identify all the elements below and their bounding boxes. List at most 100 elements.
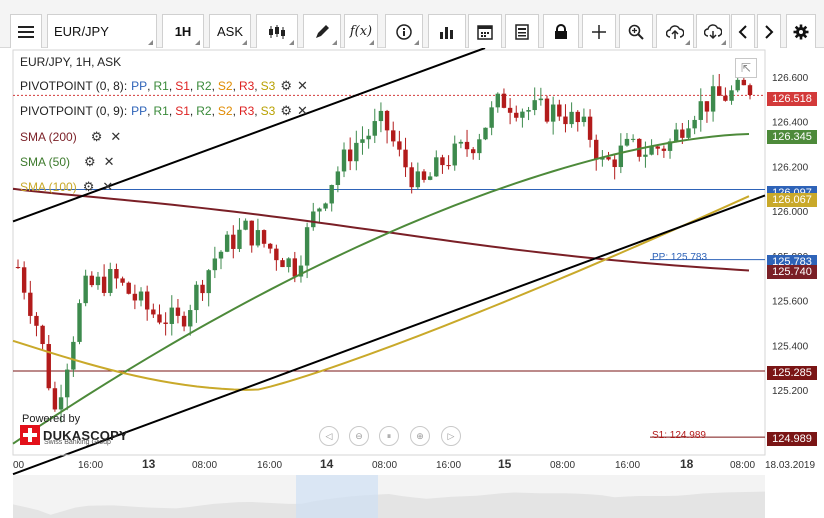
menu-button[interactable] — [10, 14, 42, 48]
scroll-right-button[interactable]: ▷ — [441, 426, 461, 446]
side-select[interactable]: ASK — [209, 14, 251, 48]
candle — [557, 104, 562, 117]
candle — [403, 149, 408, 168]
crosshair-button[interactable] — [582, 14, 616, 48]
candle — [329, 184, 334, 204]
pivot1-comma2: , — [168, 79, 173, 93]
scroll-left-button[interactable]: ◁ — [319, 426, 339, 446]
info-button[interactable] — [385, 14, 423, 48]
candle — [181, 315, 187, 327]
expand-button[interactable]: ⇱ — [735, 58, 757, 78]
s1-line-label: S1: 124.989 — [652, 430, 706, 441]
crosshair-icon — [592, 24, 606, 39]
report-button[interactable] — [505, 14, 539, 48]
candle — [415, 171, 421, 188]
pivot2-pp: PP — [131, 104, 148, 118]
chart-area[interactable]: 126.600126.400126.200126.000125.800125.6… — [0, 48, 824, 518]
candle — [544, 98, 550, 122]
close-icon[interactable]: ✕ — [103, 154, 115, 169]
legend-sma200[interactable]: SMA (200) ⚙ ✕ — [20, 129, 121, 145]
pivot1-comma5: , — [232, 79, 236, 93]
legend-pivot2[interactable]: PIVOTPOINT (0, 9) : PP, R1, S1, R2, S2, … — [20, 103, 308, 119]
candle — [489, 107, 494, 128]
next-button[interactable] — [757, 14, 781, 48]
candle — [587, 116, 593, 140]
candle — [667, 141, 673, 151]
calendar-icon — [477, 24, 493, 40]
gear-icon[interactable]: ⚙ — [82, 179, 95, 194]
pivot2-s2: S2 — [217, 104, 233, 118]
candle — [747, 85, 753, 96]
close-icon[interactable]: ✕ — [102, 179, 114, 194]
legend-sma100[interactable]: SMA (100) ⚙ ✕ — [20, 179, 113, 195]
candle — [304, 227, 310, 266]
candle — [354, 142, 359, 162]
gear-icon[interactable]: ⚙ — [90, 129, 103, 144]
zoom-in-icon: ⊕ — [416, 430, 424, 441]
gear-icon[interactable]: ⚙ — [280, 103, 292, 118]
download-button[interactable] — [696, 14, 730, 48]
candle — [218, 251, 224, 259]
gear-icon[interactable]: ⚙ — [280, 78, 292, 93]
pivot1-s1: S1 — [175, 79, 190, 93]
candle — [83, 275, 88, 304]
candle — [464, 141, 470, 150]
price-chart[interactable]: 126.600126.400126.200126.000125.800125.6… — [0, 48, 824, 518]
legend-title: EUR/JPY, 1H, ASK — [20, 54, 121, 70]
candle — [188, 310, 193, 327]
candle — [237, 229, 242, 249]
instrument-select[interactable]: EUR/JPY — [47, 14, 157, 48]
candle — [391, 130, 396, 142]
settings-button[interactable] — [786, 14, 816, 48]
candle — [366, 135, 371, 140]
pivot2-comma3: , — [189, 104, 194, 118]
pivot2-comma5: , — [232, 104, 236, 118]
x-tick-label: 08:00 — [730, 460, 755, 471]
zoom-button[interactable] — [619, 14, 653, 48]
candle — [698, 101, 703, 120]
candle — [507, 107, 513, 113]
prev-button[interactable] — [731, 14, 755, 48]
gear-icon[interactable]: ⚙ — [84, 154, 96, 169]
candle — [717, 86, 722, 96]
close-icon[interactable]: ✕ — [296, 103, 308, 118]
upload-icon — [666, 24, 684, 39]
pivot2-name: PIVOTPOINT (0, 9) — [20, 104, 124, 118]
x-tick-label: 18 — [680, 457, 694, 471]
draw-button[interactable] — [303, 14, 341, 48]
x-tick-label: 16:00 — [78, 460, 103, 471]
candle — [95, 276, 101, 286]
dukascopy-logo[interactable]: DUKASCOPY — [20, 425, 128, 445]
candle — [372, 121, 377, 136]
period-select[interactable]: 1H — [162, 14, 204, 48]
candle — [298, 265, 304, 277]
close-icon[interactable]: ✕ — [110, 129, 122, 144]
pivot1-r1: R1 — [153, 79, 169, 93]
calendar-button[interactable] — [468, 14, 502, 48]
volume-button[interactable] — [428, 14, 466, 48]
x-tick-label: 08:00 — [550, 460, 575, 471]
pivot2-sep: : — [123, 104, 128, 118]
powered-by-text: Powered by — [22, 413, 81, 425]
candle — [231, 234, 236, 249]
zoom-out-button[interactable]: ⊖ — [349, 426, 369, 446]
close-icon[interactable]: ✕ — [296, 78, 308, 93]
candle — [495, 93, 500, 108]
chart-type-button[interactable] — [256, 14, 298, 48]
candle — [427, 176, 433, 180]
legend-pivot1[interactable]: PIVOTPOINT (0, 8) : PP, R1, S1, R2, S2, … — [20, 78, 308, 94]
legend-sma50[interactable]: SMA (50) ⚙ ✕ — [20, 154, 115, 170]
legend-title-text: EUR/JPY, 1H, ASK — [20, 55, 122, 69]
zoom-in-button[interactable]: ⊕ — [410, 426, 430, 446]
period-value: 1H — [174, 24, 192, 39]
indicators-button[interactable]: f(x) — [344, 14, 378, 48]
lock-button[interactable] — [543, 14, 579, 48]
reset-view-button[interactable]: ⏸ — [379, 426, 399, 446]
sma100-label: SMA (100) — [20, 180, 77, 194]
upload-button[interactable] — [656, 14, 694, 48]
pivot2-r1: R1 — [153, 104, 169, 118]
pivot1-r2: R2 — [196, 79, 212, 93]
candle — [200, 284, 205, 294]
candle — [501, 93, 507, 108]
candle — [421, 171, 427, 180]
